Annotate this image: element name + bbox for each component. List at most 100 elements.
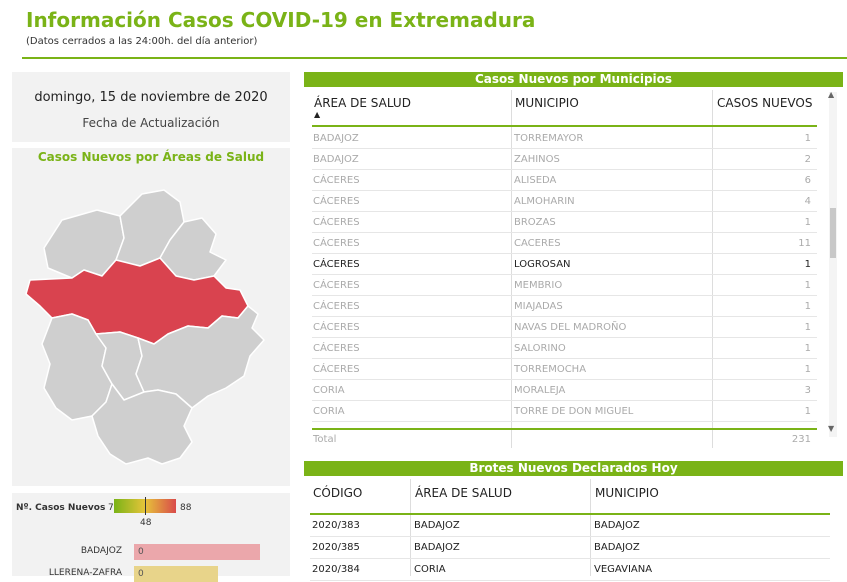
cell-municipio: VEGAVIANA: [594, 564, 653, 575]
cell-casos: 2: [804, 154, 811, 165]
table-row[interactable]: CÁCERES TORREMOCHA 1: [312, 359, 817, 380]
cell-codigo: 2020/383: [312, 520, 360, 531]
cell-area: CÁCERES: [313, 217, 360, 228]
cell-area: BADAJOZ: [313, 154, 359, 165]
header-rule: [310, 513, 830, 515]
column-header-municipio[interactable]: MUNICIPIO: [595, 486, 659, 500]
table-row[interactable]: 2020/384 CORIA VEGAVIANA: [310, 559, 830, 581]
municipios-table: Casos Nuevos por Municipios ÁREA DE SALU…: [304, 72, 843, 450]
legend-label: Nº. Casos Nuevos: [16, 503, 106, 513]
cell-area: CÁCERES: [313, 175, 360, 186]
area-bar[interactable]: [134, 566, 218, 582]
cell-municipio: SALORINO: [514, 343, 566, 354]
cell-area: BADAJOZ: [313, 133, 359, 144]
cell-casos: 1: [804, 259, 811, 270]
bar-label: LLERENA-ZAFRA: [48, 568, 122, 578]
cell-municipio: TORRE DE DON MIGUEL: [514, 406, 634, 417]
cell-municipio: MIAJADAS: [514, 301, 563, 312]
sort-up-icon[interactable]: ▲: [314, 110, 321, 119]
update-date: domingo, 15 de noviembre de 2020: [34, 90, 268, 105]
cell-casos: 1: [804, 406, 811, 417]
scrollbar-thumb[interactable]: [830, 208, 836, 258]
table-row[interactable]: CORIA TORRE DE DON MIGUEL 1: [312, 401, 817, 422]
cell-area: CORIA: [313, 385, 345, 396]
table-row[interactable]: CÁCERES MEMBRIO 1: [312, 275, 817, 296]
column-header-municipio[interactable]: MUNICIPIO: [515, 96, 579, 110]
cell-municipio: MEMBRIO: [514, 280, 563, 291]
cell-municipio: ALISEDA: [514, 175, 557, 186]
map-area-llerena-zafra[interactable]: [91, 383, 193, 465]
cell-codigo: 2020/384: [312, 564, 360, 575]
total-value: 231: [791, 434, 811, 445]
table-row[interactable]: CÁCERES LOGROSAN 1: [312, 254, 817, 275]
table-row[interactable]: BADAJOZ ZAHINOS 2: [312, 149, 817, 170]
cases-by-area-card: Nº. Casos Nuevos 7 88 48 BADAJOZ 0 LLERE…: [12, 493, 290, 582]
column-divider: [590, 479, 591, 576]
health-areas-map: [25, 189, 265, 465]
cell-area: CÁCERES: [313, 322, 360, 333]
bar-label: BADAJOZ: [80, 546, 122, 556]
brotes-table-title: Brotes Nuevos Declarados Hoy: [304, 461, 843, 476]
cell-casos: 1: [804, 133, 811, 144]
cell-casos: 1: [804, 217, 811, 228]
legend-mid: 48: [140, 518, 152, 528]
cell-casos: 1: [804, 301, 811, 312]
total-row: Total 231: [312, 430, 817, 448]
map-title: Casos Nuevos por Áreas de Salud: [37, 150, 265, 164]
column-header-casos[interactable]: CASOS NUEVOS: [717, 96, 813, 110]
table-row[interactable]: 2020/385 BADAJOZ BADAJOZ: [310, 537, 830, 559]
cell-municipio: ZAHINOS: [514, 154, 560, 165]
cell-area: CORIA: [313, 406, 345, 417]
table-row[interactable]: CORIA MORALEJA 3: [312, 380, 817, 401]
column-header-codigo[interactable]: CÓDIGO: [313, 486, 363, 500]
header-divider: [22, 57, 847, 59]
cell-casos: 1: [804, 322, 811, 333]
health-areas-map-card: Casos Nuevos por Áreas de Salud: [12, 148, 290, 486]
area-bar[interactable]: [134, 544, 260, 560]
column-divider: [712, 90, 713, 448]
scroll-down-icon[interactable]: ▼: [828, 424, 835, 433]
cell-municipio: TORREMOCHA: [514, 364, 587, 375]
cell-area: BADAJOZ: [414, 542, 460, 553]
total-label: Total: [313, 434, 337, 445]
table-row[interactable]: 2020/383 BADAJOZ BADAJOZ: [310, 515, 830, 537]
cell-casos: 3: [804, 385, 811, 396]
page-subtitle: (Datos cerrados a las 24:00h. del día an…: [26, 36, 258, 47]
table-row[interactable]: CÁCERES SALORINO 1: [312, 338, 817, 359]
table-row[interactable]: CÁCERES CACERES 11: [312, 233, 817, 254]
legend-mid-tick: [145, 497, 146, 515]
column-divider: [511, 90, 512, 448]
legend-min: 7: [108, 503, 114, 513]
cell-municipio: CACERES: [514, 238, 561, 249]
table-row[interactable]: CÁCERES NAVAS DEL MADROÑO 1: [312, 317, 817, 338]
cell-area: CÁCERES: [313, 364, 360, 375]
scrollbar[interactable]: [829, 92, 837, 437]
municipios-table-title: Casos Nuevos por Municipios: [304, 72, 843, 87]
cell-municipio: NAVAS DEL MADROÑO: [514, 322, 627, 333]
column-header-area[interactable]: ÁREA DE SALUD: [314, 96, 411, 110]
cell-municipio: BADAJOZ: [594, 542, 640, 553]
cell-casos: 6: [804, 175, 811, 186]
cell-area: CÁCERES: [313, 301, 360, 312]
cell-area: CÁCERES: [313, 259, 360, 270]
cell-municipio: ALMOHARIN: [514, 196, 575, 207]
page-title: Información Casos COVID-19 en Extremadur…: [26, 8, 536, 32]
table-row[interactable]: CÁCERES ALMOHARIN 4: [312, 191, 817, 212]
total-rule: [312, 428, 817, 430]
header: Información Casos COVID-19 en Extremadur…: [0, 0, 847, 62]
column-header-area[interactable]: ÁREA DE SALUD: [415, 486, 512, 500]
cell-municipio: MORALEJA: [514, 385, 566, 396]
column-divider: [410, 479, 411, 576]
table-row[interactable]: CÁCERES BROZAS 1: [312, 212, 817, 233]
table-row[interactable]: BADAJOZ TORREMAYOR 1: [312, 128, 817, 149]
table-row[interactable]: CÁCERES MIAJADAS 1: [312, 296, 817, 317]
legend-max: 88: [180, 503, 192, 513]
cell-casos: 11: [798, 238, 811, 249]
cell-casos: 1: [804, 280, 811, 291]
update-date-label: Fecha de Actualización: [82, 116, 220, 130]
table-row[interactable]: CÁCERES ALISEDA 6: [312, 170, 817, 191]
bar-value: 0: [138, 547, 144, 557]
date-card: domingo, 15 de noviembre de 2020 Fecha d…: [12, 72, 290, 142]
bar-value: 0: [138, 569, 144, 579]
scroll-up-icon[interactable]: ▲: [828, 90, 835, 99]
